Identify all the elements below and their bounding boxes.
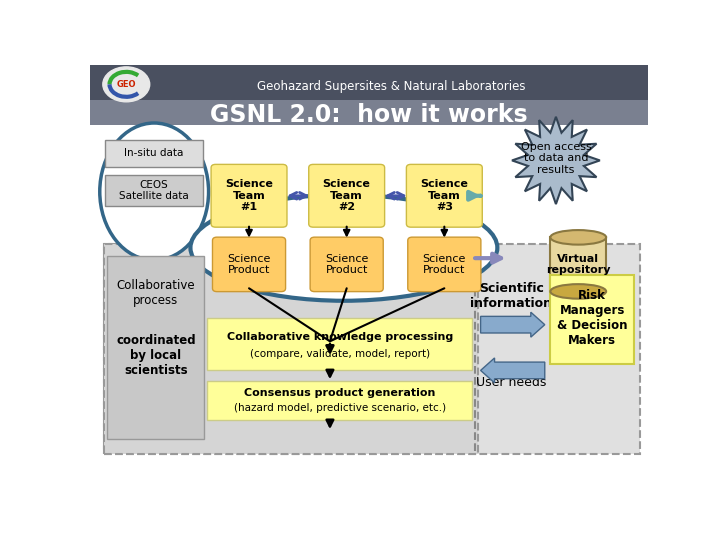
FancyBboxPatch shape [550,238,606,292]
Circle shape [103,67,150,102]
FancyBboxPatch shape [406,164,482,227]
FancyBboxPatch shape [310,237,383,292]
Text: User needs: User needs [476,376,546,389]
Text: Collaborative
process: Collaborative process [117,280,195,307]
Text: GEO: GEO [117,80,136,89]
Polygon shape [512,117,600,204]
Text: Open access
to data and
results: Open access to data and results [521,142,591,175]
Ellipse shape [190,195,498,301]
FancyBboxPatch shape [104,244,478,454]
FancyArrow shape [481,358,545,383]
FancyBboxPatch shape [90,65,648,100]
FancyBboxPatch shape [90,125,648,481]
Text: Virtual
repository: Virtual repository [546,254,611,275]
Text: (compare, validate, model, report): (compare, validate, model, report) [250,349,430,359]
Text: Science
Product: Science Product [228,254,271,275]
FancyBboxPatch shape [550,275,634,364]
Text: Science
Product: Science Product [325,254,369,275]
Text: GSNL 2.0:  how it works: GSNL 2.0: how it works [210,103,528,127]
FancyBboxPatch shape [90,100,648,125]
Text: CEOS
Satellite data: CEOS Satellite data [120,180,189,201]
Ellipse shape [550,284,606,299]
Text: Scientific
information: Scientific information [470,281,552,309]
Text: Science
Team
#2: Science Team #2 [323,179,371,212]
Text: Science
Team
#1: Science Team #1 [225,179,273,212]
FancyBboxPatch shape [105,175,203,206]
FancyArrow shape [481,312,545,337]
Text: In-situ data: In-situ data [125,148,184,158]
Text: Science
Team
#3: Science Team #3 [420,179,468,212]
FancyBboxPatch shape [105,140,203,167]
FancyBboxPatch shape [212,237,286,292]
Text: Science
Product: Science Product [423,254,466,275]
FancyBboxPatch shape [207,381,472,420]
FancyBboxPatch shape [107,256,204,439]
FancyBboxPatch shape [309,164,384,227]
FancyBboxPatch shape [211,164,287,227]
FancyBboxPatch shape [207,319,472,370]
FancyBboxPatch shape [104,244,639,454]
Text: coordinated
by local
scientists: coordinated by local scientists [116,334,196,377]
Text: Consensus product generation: Consensus product generation [244,388,436,399]
Text: Risk
Managers
& Decision
Makers: Risk Managers & Decision Makers [557,289,627,347]
Text: (hazard model, predictive scenario, etc.): (hazard model, predictive scenario, etc.… [234,403,446,413]
FancyBboxPatch shape [408,237,481,292]
Ellipse shape [550,230,606,245]
Text: Collaborative knowledge processing: Collaborative knowledge processing [227,332,453,342]
Ellipse shape [100,123,209,260]
Text: Geohazard Supersites & Natural Laboratories: Geohazard Supersites & Natural Laborator… [257,80,526,93]
